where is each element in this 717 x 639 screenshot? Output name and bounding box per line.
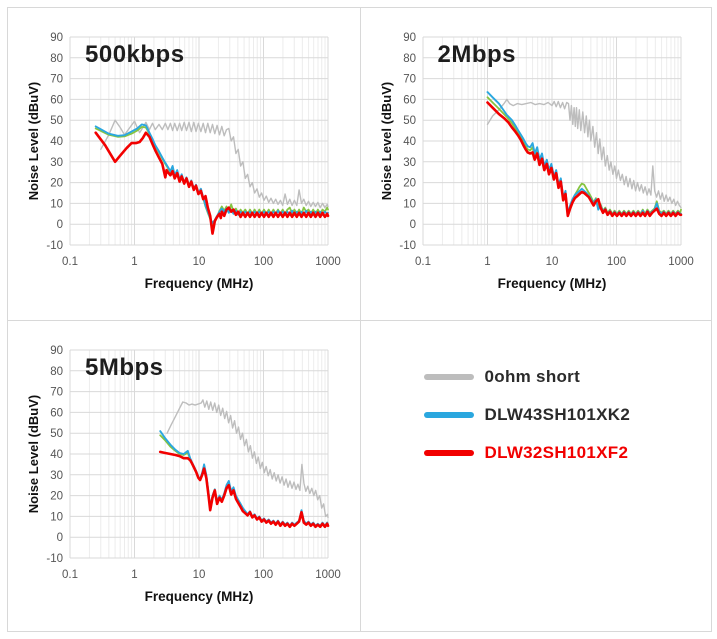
legend-swatch-dlw32sh101xf2 [423,449,474,456]
y-tick-label: -10 [46,240,63,252]
panel-2mbps: 2Mbps -10 0 10 20 30 40 50 60 70 80 90 0.1 1 10 100 100… [359,8,711,320]
x-tick-label: 1000 [315,569,341,581]
x-tick-label: 100 [254,256,273,268]
y-tick-label: 70 [50,386,63,398]
y-tick-label: 80 [50,365,63,377]
chart-title-5mbps: 5Mbps [85,353,164,381]
y-tick-label: 0 [409,219,415,231]
y-tick-label: 90 [50,345,63,357]
y-tick-label: 80 [50,53,63,65]
y-tick-label: 70 [403,74,416,86]
x-axis-title: Frequency (MHz) [497,276,606,291]
x-tick-label: 10 [193,569,206,581]
y-tick-label: 60 [403,94,416,106]
y-tick-label: -10 [399,240,416,252]
y-axis-title: Noise Level (dBuV) [26,394,41,512]
y-tick-label: 30 [50,157,63,169]
legend-item-dlw32sh101xf2: DLW32SH101XF2 [423,441,631,465]
legend: 0ohm short DLW43SH101XK2 DLW32SH101XF2 [423,365,631,479]
y-tick-label: 30 [50,469,63,481]
chart-board: 500kbps -10 0 10 20 30 40 50 60 70 80 90 0.1 1 10 100 1… [7,7,712,632]
x-tick-label: 100 [606,256,625,268]
x-tick-label: 0.1 [62,569,78,581]
legend-label-0ohm-short: 0ohm short [484,366,581,386]
y-tick-label: 50 [50,428,63,440]
y-tick-label: 10 [50,198,63,210]
y-tick-label: 30 [403,157,416,169]
series-dlw32sh101xf2 [158,450,330,528]
y-tick-label: 60 [50,407,63,419]
series-0ohm-short [100,119,329,209]
y-tick-label: 10 [403,198,416,210]
legend-panel: 0ohm short DLW43SH101XK2 DLW32SH101XF2 [359,319,711,631]
x-tick-label: 1000 [668,256,694,268]
x-tick-label: 100 [254,569,273,581]
y-tick-label: 0 [57,532,63,544]
legend-item-0ohm-short: 0ohm short [423,365,631,389]
x-tick-label: 0.1 [415,256,431,268]
y-tick-label: 60 [50,94,63,106]
x-tick-label: 1 [131,256,137,268]
chart-canvas-500kbps: -10 0 10 20 30 40 50 60 70 80 90 0.1 1 10 100 1000 Frequ… [26,32,341,291]
y-tick-label: 40 [50,136,63,148]
panel-500kbps: 500kbps -10 0 10 20 30 40 50 60 70 80 90 0.1 1 10 100 1… [8,8,360,320]
y-tick-label: 80 [403,53,416,65]
legend-label-dlw32sh101xf2: DLW32SH101XF2 [484,442,629,462]
x-axis-title: Frequency (MHz) [145,276,254,291]
legend-swatch-0ohm-short [423,373,474,380]
y-tick-label: 10 [50,511,63,523]
chart-title-500kbps: 500kbps [85,41,185,68]
y-tick-label: 20 [50,490,63,502]
legend-label-dlw43sh101xk2: DLW43SH101XK2 [484,404,631,424]
x-tick-label: 10 [545,256,558,268]
y-tick-label: 40 [403,136,416,148]
chart-canvas-2mbps: -10 0 10 20 30 40 50 60 70 80 90 0.1 1 10 100 1000 Frequ… [379,32,694,291]
y-tick-label: 40 [50,449,63,461]
legend-item-dlw43sh101xk2: DLW43SH101XK2 [423,403,631,427]
y-axis-title: Noise Level (dBuV) [26,82,41,200]
y-tick-label: 0 [57,219,63,231]
x-tick-label: 1 [131,569,137,581]
x-tick-label: 0.1 [62,256,78,268]
y-tick-label: 50 [50,115,63,127]
y-tick-label: 20 [403,178,416,190]
x-tick-label: 10 [193,256,206,268]
series-dlw32sh101xf2 [485,101,682,218]
series-0ohm-short [486,98,682,209]
x-tick-label: 1000 [315,256,341,268]
y-tick-label: 20 [50,178,63,190]
chart-canvas-5mbps: -10 0 10 20 30 40 50 60 70 80 90 0.1 1 10 100 1000 Frequ… [26,345,341,604]
chart-title-2mbps: 2Mbps [437,41,517,68]
y-tick-label: 70 [50,74,63,86]
legend-swatch-dlw43sh101xk2 [423,411,474,418]
y-tick-label: 90 [403,32,416,44]
x-axis-title: Frequency (MHz) [145,589,254,604]
series-0ohm-short [166,398,329,518]
y-axis-title: Noise Level (dBuV) [379,82,394,200]
y-tick-label: 90 [50,32,63,44]
y-tick-label: 50 [403,115,416,127]
x-tick-label: 1 [484,256,490,268]
series-dlw32sh101xf2 [94,131,330,235]
panel-5mbps: 5Mbps -10 0 10 20 30 40 50 60 70 80 90 0.1 1 10 100 100… [8,319,360,631]
y-tick-label: -10 [46,553,63,565]
